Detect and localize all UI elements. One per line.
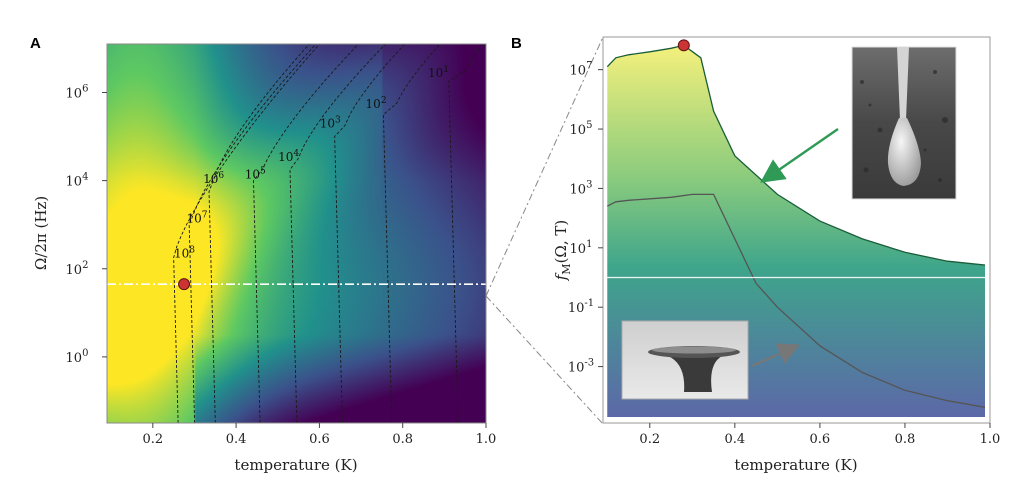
x-tick-label: 0.6 — [309, 432, 330, 447]
contour-line — [173, 44, 321, 423]
contour-line — [208, 44, 311, 423]
panel-b-area: 0.2 0.4 0.6 0.8 1.0 10-3 10-1 101 103 105 107 temp… — [552, 36, 1001, 474]
x-axis-label-b: temperature (K) — [734, 456, 857, 474]
contour-line — [382, 44, 441, 423]
y-axis-label-a: Ω/2π (Hz) — [32, 196, 50, 270]
marker-point-a — [178, 278, 191, 291]
x-tick-label: 0.4 — [724, 432, 745, 447]
plot-frame-a — [106, 43, 487, 424]
panel-letter-b: B — [511, 35, 522, 52]
y-tick-label: 106 — [66, 83, 89, 101]
x-tick-label: 1.0 — [980, 432, 1001, 447]
y-tick-label: 104 — [66, 172, 89, 190]
y-tick-label: 10-3 — [568, 358, 594, 376]
y-tick-label: 101 — [570, 239, 593, 257]
y-tick-label: 100 — [66, 348, 89, 366]
y-axis-label-b: fM(Ω, T) — [552, 220, 573, 282]
zoom-connector-top — [485, 36, 604, 297]
heatmap-image — [107, 44, 486, 423]
contour-line — [188, 44, 317, 423]
zoom-connector-bottom — [485, 295, 604, 425]
contour-line — [289, 44, 387, 423]
x-tick-label: 0.8 — [895, 432, 916, 447]
x-tick-label: 0.6 — [810, 432, 831, 447]
y-tick-label: 107 — [570, 61, 593, 79]
x-tick-label: 0.4 — [226, 432, 247, 447]
x-tick-label: 0.2 — [639, 432, 660, 447]
inset-arrow-green — [760, 128, 839, 183]
y-tick-label: 103 — [570, 179, 593, 197]
x-tick-label: 0.8 — [392, 432, 413, 447]
x-tick-label: 1.0 — [476, 432, 497, 447]
panel-letter-a: A — [30, 35, 41, 52]
marker-point-b — [677, 39, 690, 52]
inset-arrow-gray — [751, 343, 801, 368]
sem-inset-sphere — [851, 46, 957, 200]
series-line-1 — [606, 44, 985, 266]
y-tick-label: 102 — [66, 260, 89, 278]
y-tick-label: 105 — [570, 120, 593, 138]
sem-inset-disk — [621, 320, 749, 400]
plot-frame-b — [602, 36, 991, 424]
x-axis-label-a: temperature (K) — [234, 456, 357, 474]
y-tick-label: 10-1 — [568, 298, 594, 316]
x-tick-label: 0.2 — [142, 432, 163, 447]
contour-lines — [173, 44, 484, 423]
series-line-2 — [607, 193, 985, 408]
svg-text:fM(Ω, T): fM(Ω, T) — [552, 220, 573, 282]
